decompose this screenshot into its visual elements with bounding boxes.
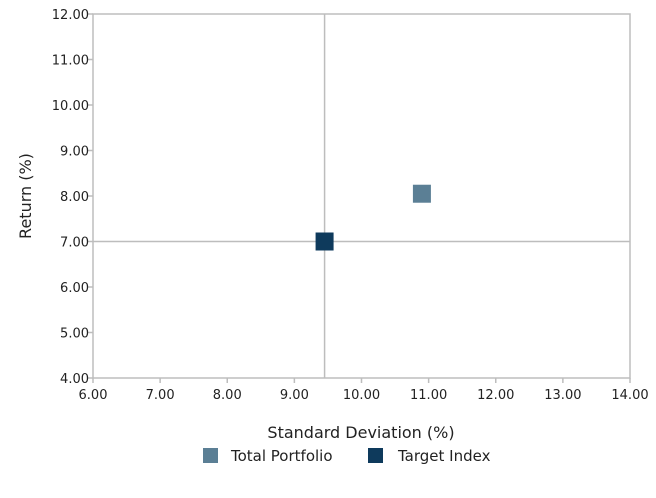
legend-label: Target Index bbox=[397, 447, 491, 465]
legend: Total Portfolio Target Index bbox=[203, 447, 491, 465]
x-tick-label: 10.00 bbox=[343, 388, 380, 403]
y-tick-label: 12.00 bbox=[52, 8, 89, 23]
x-tick-label: 7.00 bbox=[146, 388, 175, 403]
y-tick-label: 4.00 bbox=[60, 372, 89, 387]
x-tick-label: 9.00 bbox=[280, 388, 309, 403]
plot-area bbox=[92, 13, 631, 379]
y-tick-label: 5.00 bbox=[60, 327, 89, 342]
x-tick-label: 11.00 bbox=[410, 388, 447, 403]
data-point-total-portfolio bbox=[412, 184, 431, 203]
data-points bbox=[315, 184, 431, 251]
legend-label: Total Portfolio bbox=[230, 447, 333, 465]
y-axis-title: Return (%) bbox=[16, 153, 35, 239]
y-tick-label: 6.00 bbox=[60, 281, 89, 296]
x-tick-label: 14.00 bbox=[611, 388, 648, 403]
y-tick-label: 7.00 bbox=[60, 236, 89, 251]
x-axis-title: Standard Deviation (%) bbox=[267, 423, 454, 442]
data-point-target-index bbox=[315, 232, 334, 251]
legend-swatch bbox=[203, 448, 218, 463]
y-tick-label: 8.00 bbox=[60, 190, 89, 205]
x-tick-label: 12.00 bbox=[477, 388, 514, 403]
x-tick-label: 8.00 bbox=[213, 388, 242, 403]
x-tick-label: 6.00 bbox=[79, 388, 108, 403]
legend-swatch bbox=[368, 448, 383, 463]
crosshair-lines bbox=[93, 14, 630, 378]
y-tick-label: 11.00 bbox=[52, 54, 89, 69]
y-tick-label: 9.00 bbox=[60, 145, 89, 160]
y-tick-label: 10.00 bbox=[52, 99, 89, 114]
x-axis-ticks: 6.00 7.00 8.00 9.00 10.00 11.00 12.00 13.00 14.0… bbox=[79, 378, 649, 403]
y-axis-ticks: 4.00 5.00 6.00 7.00 8.00 9.00 10.00 11.00 12.00 bbox=[52, 8, 93, 387]
x-tick-label: 13.00 bbox=[544, 388, 581, 403]
